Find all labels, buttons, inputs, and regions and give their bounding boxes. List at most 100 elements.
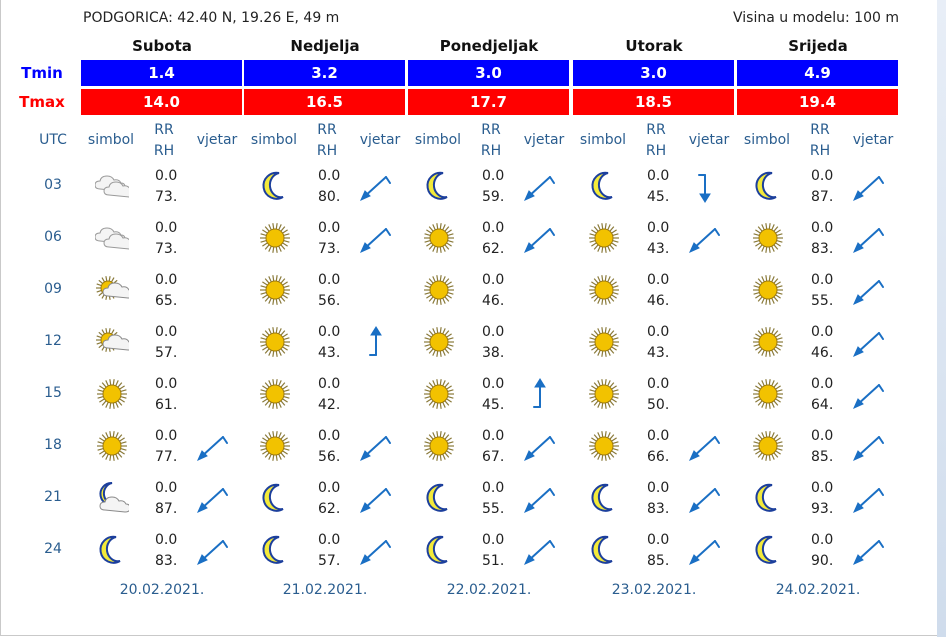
rh-value: 64. <box>811 397 834 413</box>
date-label: 22.02.2021. <box>446 582 532 598</box>
rr-rh-values: 0.0 45. <box>482 374 504 416</box>
rr-value: 0.0 <box>647 532 670 548</box>
wind-header: vjetar <box>688 132 730 148</box>
rh-value: 56. <box>318 449 341 465</box>
rh-value: 51. <box>482 553 505 569</box>
rr-value: 0.0 <box>318 532 341 548</box>
rr-value: 0.0 <box>155 532 178 548</box>
rh-header: RH <box>480 143 502 159</box>
wind-arrow-icon <box>853 488 884 513</box>
rh-value: 46. <box>647 293 670 309</box>
rr-rh-values: 0.0 73. <box>155 218 177 260</box>
rr-value: 0.0 <box>647 324 670 340</box>
rr-value: 0.0 <box>811 324 834 340</box>
rh-value: 85. <box>811 449 834 465</box>
rr-rh-values: 0.0 51. <box>482 530 504 572</box>
rh-value: 73. <box>155 241 178 257</box>
rr-rh-values: 0.0 85. <box>811 426 833 468</box>
rh-value: 56. <box>318 293 341 309</box>
rr-value: 0.0 <box>318 220 341 236</box>
moon-icon <box>591 483 613 512</box>
sun-icon <box>260 275 290 305</box>
moon-icon <box>755 535 777 564</box>
rr-rh-values: 0.0 43. <box>647 218 669 260</box>
sun-icon <box>260 379 290 409</box>
sun-icon <box>260 223 290 253</box>
rr-value: 0.0 <box>155 480 178 496</box>
sun-icon <box>753 379 783 409</box>
rh-value: 93. <box>811 501 834 517</box>
rr-rh-values: 0.0 83. <box>811 218 833 260</box>
rr-rh-values: 0.0 62. <box>318 478 340 520</box>
model-height: Visina u modelu: 100 m <box>732 10 899 26</box>
wind-arrow-icon <box>853 280 884 305</box>
rr-value: 0.0 <box>482 532 505 548</box>
rr-value: 0.0 <box>647 480 670 496</box>
utc-hour: 09 <box>44 281 62 297</box>
utc-label: UTC <box>39 132 67 148</box>
rh-value: 50. <box>647 397 670 413</box>
symbol-header: simbol <box>414 132 462 148</box>
rh-value: 83. <box>155 553 178 569</box>
clouds-icon <box>95 227 129 250</box>
rr-rh-values: 0.0 80. <box>318 166 340 208</box>
rh-value: 73. <box>155 189 178 205</box>
sun-icon <box>753 431 783 461</box>
sun-icon <box>260 327 290 357</box>
rh-value: 43. <box>647 345 670 361</box>
rr-value: 0.0 <box>482 272 505 288</box>
rr-rh-values: 0.0 59. <box>482 166 504 208</box>
rr-rh-values: 0.0 87. <box>811 166 833 208</box>
rr-rh-values: 0.0 55. <box>811 270 833 312</box>
wind-arrow-icon <box>853 176 884 201</box>
rr-value: 0.0 <box>647 428 670 444</box>
rr-rh-values: 0.0 43. <box>647 322 669 364</box>
rh-header: RH <box>645 143 667 159</box>
rh-value: 45. <box>647 189 670 205</box>
day-name: Ponedjeljak <box>439 37 539 55</box>
rr-value: 0.0 <box>155 220 178 236</box>
rr-value: 0.0 <box>811 272 834 288</box>
rr-rh-values: 0.0 45. <box>647 166 669 208</box>
rr-value: 0.0 <box>155 168 178 184</box>
rh-value: 85. <box>647 553 670 569</box>
symbol-header: simbol <box>743 132 791 148</box>
wind-arrow-icon <box>360 176 391 201</box>
rh-value: 38. <box>482 345 505 361</box>
utc-hour: 03 <box>44 177 62 193</box>
rr-rh-values: 0.0 56. <box>318 426 340 468</box>
rr-value: 0.0 <box>318 480 341 496</box>
utc-hour: 18 <box>44 437 62 453</box>
tmin-value: 1.4 <box>81 60 242 86</box>
tmax-value: 17.7 <box>408 89 569 115</box>
sun-icon <box>753 223 783 253</box>
moon-icon <box>755 171 777 200</box>
wind-arrow-icon <box>524 228 555 253</box>
sun-cloud-icon <box>96 328 129 352</box>
rr-value: 0.0 <box>482 324 505 340</box>
date-label: 20.02.2021. <box>119 582 205 598</box>
wind-arrow-icon <box>524 436 555 461</box>
sun-icon <box>589 379 619 409</box>
rr-rh-values: 0.0 55. <box>482 478 504 520</box>
wind-arrow-icon <box>524 176 555 201</box>
rh-value: 43. <box>647 241 670 257</box>
rh-value: 62. <box>482 241 505 257</box>
rh-value: 55. <box>811 293 834 309</box>
rr-value: 0.0 <box>155 428 178 444</box>
rr-rh-values: 0.0 87. <box>155 478 177 520</box>
rr-rh-values: 0.0 73. <box>155 166 177 208</box>
rh-value: 57. <box>318 553 341 569</box>
rr-rh-values: 0.0 42. <box>318 374 340 416</box>
rh-value: 73. <box>318 241 341 257</box>
moon-icon <box>591 535 613 564</box>
rr-rh-values: 0.0 83. <box>155 530 177 572</box>
sun-icon <box>424 379 454 409</box>
date-label: 21.02.2021. <box>282 582 368 598</box>
rr-rh-values: 0.0 43. <box>318 322 340 364</box>
window-edge <box>937 0 946 637</box>
tmin-value: 3.0 <box>408 60 569 86</box>
rr-rh-values: 0.0 56. <box>318 270 340 312</box>
wind-arrow-icon <box>524 540 555 565</box>
rr-rh-values: 0.0 85. <box>647 530 669 572</box>
